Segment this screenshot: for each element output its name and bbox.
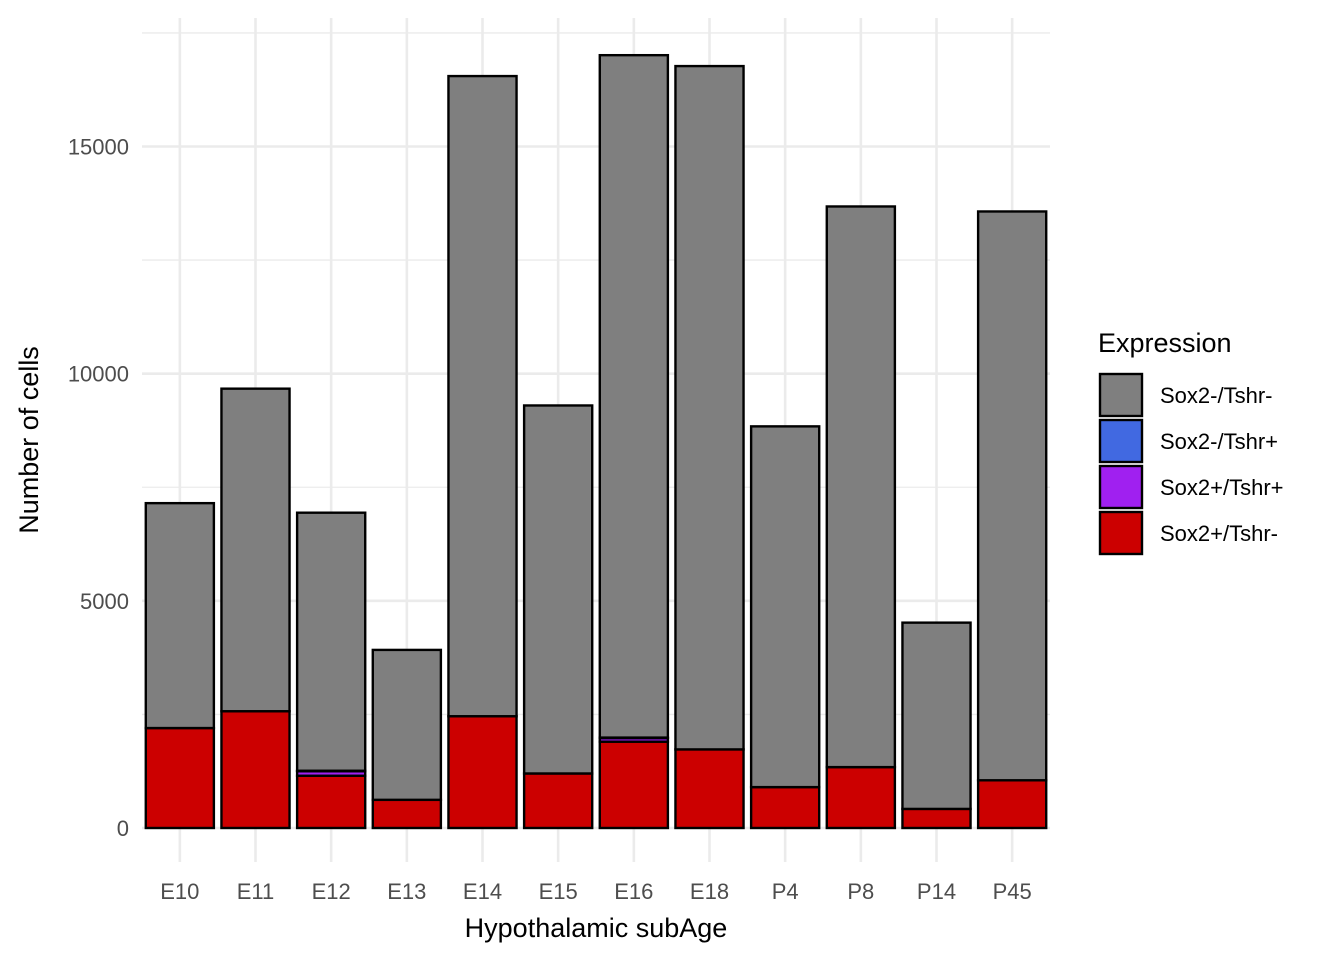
legend-key	[1098, 372, 1144, 418]
bars	[144, 53, 1048, 830]
y-tick-labels: 0 5000 10000 15000	[68, 135, 129, 842]
x-tick-label: E14	[463, 879, 502, 904]
bar-stack-p45	[976, 210, 1048, 830]
bar-stack-e16	[598, 53, 670, 830]
bar-segment-e15-sox2-tshr-	[522, 404, 594, 775]
bar-segment-e18-sox2-tshr-	[674, 748, 745, 830]
x-tick-label: P14	[917, 879, 956, 904]
x-axis-title: Hypothalamic subAge	[465, 913, 728, 943]
x-tick-labels: E10 E11 E12 E13 E14 E15 E16 E18 P4 P8 P14 P45	[160, 879, 1031, 904]
bar-segment-e18-sox2-tshr-	[674, 64, 745, 751]
legend-key	[1098, 418, 1144, 464]
bar-segment-e15-sox2-tshr-	[522, 772, 594, 830]
x-tick-label: E13	[387, 879, 426, 904]
bar-stack-e13	[371, 648, 443, 830]
legend-label: Sox2-/Tshr-	[1160, 383, 1272, 408]
x-tick-label: E15	[539, 879, 578, 904]
bar-stack-e18	[674, 64, 745, 830]
bar-stack-e14	[447, 74, 518, 830]
bar-stack-e15	[522, 404, 594, 830]
bar-segment-e11-sox2-tshr-	[220, 387, 291, 713]
bar-segment-p8-sox2-tshr-	[825, 205, 897, 769]
bar-segment-p45-sox2-tshr-	[976, 779, 1048, 830]
bar-stack-e10	[144, 501, 216, 830]
x-tick-label: E16	[614, 879, 653, 904]
legend-key	[1098, 464, 1144, 510]
legend-label: Sox2+/Tshr+	[1160, 475, 1284, 500]
bar-segment-e12-sox2-tshr-	[295, 511, 367, 772]
bar-segment-p45-sox2-tshr-	[976, 210, 1048, 782]
bar-stack-p4	[749, 425, 821, 830]
bar-segment-e12-sox2-tshr-	[295, 774, 367, 830]
bar-segment-e14-sox2-tshr-	[447, 715, 518, 830]
bar-stack-e11	[220, 387, 291, 830]
bar-segment-e10-sox2-tshr-	[144, 501, 216, 730]
bar-segment-e14-sox2-tshr-	[447, 74, 518, 718]
bar-segment-p4-sox2-tshr-	[749, 785, 821, 830]
minor-gridlines	[142, 32, 1050, 716]
legend-title: Expression	[1098, 328, 1232, 358]
y-tick-label: 5000	[80, 589, 129, 614]
legend: Expression Sox2-/Tshr- Sox2-/Tshr+ Sox2+/T…	[1098, 328, 1284, 556]
legend-key	[1098, 510, 1144, 556]
y-tick-label: 0	[117, 816, 129, 841]
bar-segment-e11-sox2-tshr-	[220, 710, 291, 830]
y-tick-label: 15000	[68, 135, 129, 160]
x-tick-label: E12	[312, 879, 351, 904]
bar-segment-e16-sox2-tshr-	[598, 53, 670, 739]
bar-segment-p14-sox2-tshr-	[901, 621, 972, 811]
legend-label: Sox2-/Tshr+	[1160, 429, 1278, 454]
y-axis-title: Number of cells	[14, 346, 44, 534]
bar-stack-e12	[295, 511, 367, 830]
x-tick-label: E11	[237, 879, 275, 904]
bar-stack-p14	[901, 621, 972, 830]
bar-segment-e10-sox2-tshr-	[144, 726, 216, 830]
legend-label: Sox2+/Tshr-	[1160, 521, 1278, 546]
bar-stack-p8	[825, 205, 897, 830]
x-tick-label: P8	[847, 879, 874, 904]
bar-segment-p4-sox2-tshr-	[749, 425, 821, 789]
bar-segment-e16-sox2-tshr-	[598, 740, 670, 830]
x-tick-label: P45	[993, 879, 1032, 904]
bar-segment-p8-sox2-tshr-	[825, 765, 897, 830]
x-tick-label: E18	[690, 879, 729, 904]
y-tick-label: 10000	[68, 362, 129, 387]
bar-segment-e13-sox2-tshr-	[371, 798, 443, 830]
bar-segment-p14-sox2-tshr-	[901, 807, 972, 830]
bar-segment-e13-sox2-tshr-	[371, 648, 443, 802]
x-tick-label: P4	[772, 879, 799, 904]
x-tick-label: E10	[160, 879, 199, 904]
